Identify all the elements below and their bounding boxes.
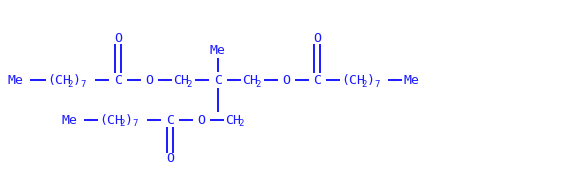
Text: O: O bbox=[313, 31, 321, 45]
Text: 2: 2 bbox=[361, 80, 367, 88]
Text: 2: 2 bbox=[119, 120, 124, 129]
Text: (CH: (CH bbox=[47, 73, 71, 87]
Text: Me: Me bbox=[210, 43, 226, 56]
Text: O: O bbox=[114, 31, 122, 45]
Text: O: O bbox=[145, 73, 153, 87]
Text: 2: 2 bbox=[186, 80, 192, 88]
Text: C: C bbox=[313, 73, 321, 87]
Text: 7: 7 bbox=[374, 80, 379, 88]
Text: O: O bbox=[166, 152, 174, 166]
Text: Me: Me bbox=[403, 73, 419, 87]
Text: (CH: (CH bbox=[341, 73, 365, 87]
Text: Me: Me bbox=[8, 73, 24, 87]
Text: CH: CH bbox=[242, 73, 258, 87]
Text: 2: 2 bbox=[238, 120, 243, 129]
Text: O: O bbox=[282, 73, 290, 87]
Text: CH: CH bbox=[173, 73, 189, 87]
Text: C: C bbox=[166, 114, 174, 127]
Text: 7: 7 bbox=[80, 80, 85, 88]
Text: 7: 7 bbox=[132, 120, 137, 129]
Text: 2: 2 bbox=[255, 80, 261, 88]
Text: O: O bbox=[197, 114, 205, 127]
Text: ): ) bbox=[125, 114, 133, 127]
Text: C: C bbox=[114, 73, 122, 87]
Text: CH: CH bbox=[225, 114, 241, 127]
Text: ): ) bbox=[367, 73, 375, 87]
Text: 2: 2 bbox=[67, 80, 72, 88]
Text: (CH: (CH bbox=[99, 114, 123, 127]
Text: C: C bbox=[214, 73, 222, 87]
Text: Me: Me bbox=[62, 114, 78, 127]
Text: ): ) bbox=[73, 73, 81, 87]
